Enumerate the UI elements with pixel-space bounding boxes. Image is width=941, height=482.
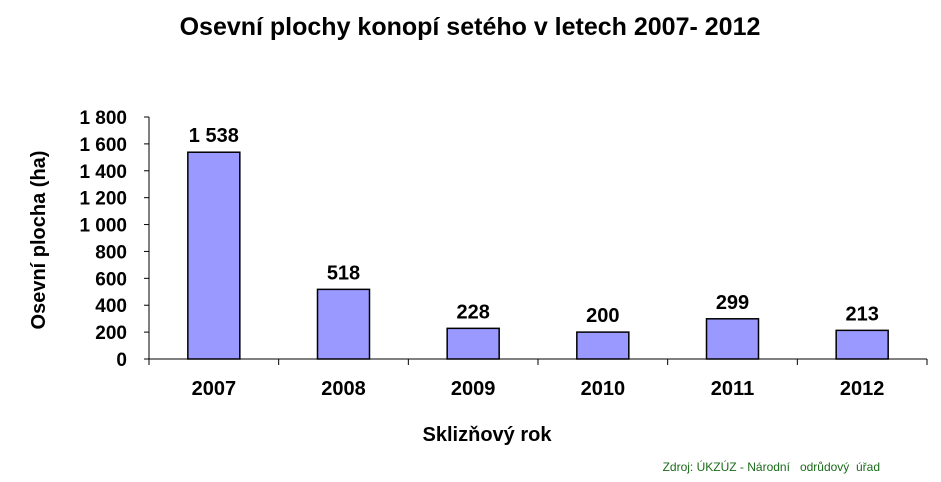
source-note: Zdroj: ÚKZÚZ - Národní odrůdový úřad bbox=[663, 459, 880, 474]
x-tick-label: 2010 bbox=[581, 378, 626, 400]
y-tick-label: 1 200 bbox=[79, 189, 127, 210]
x-tick-label: 2011 bbox=[711, 378, 754, 400]
y-tick-label: 1 400 bbox=[79, 162, 127, 183]
y-tick-label: 1 600 bbox=[79, 135, 127, 156]
data-label-2011: 299 bbox=[716, 292, 749, 314]
data-labels-group: 1 538 518 228 200 299 213 bbox=[189, 125, 879, 327]
data-label-2007: 1 538 bbox=[189, 125, 239, 147]
y-tick-label: 1 000 bbox=[79, 216, 127, 237]
bar-2010 bbox=[576, 331, 630, 360]
y-tick-label: 600 bbox=[95, 269, 127, 290]
x-tick-label: 2008 bbox=[321, 378, 366, 400]
data-label-2009: 228 bbox=[456, 301, 489, 323]
chart-title: Osevní plochy konopí setého v letech 200… bbox=[180, 13, 761, 41]
data-label-2008: 518 bbox=[327, 262, 360, 284]
y-tick-label: 200 bbox=[95, 323, 127, 344]
data-label-2010: 200 bbox=[586, 305, 619, 327]
bar-2008 bbox=[316, 288, 371, 360]
bar-2011 bbox=[705, 318, 760, 360]
bar-2012 bbox=[835, 329, 889, 360]
y-tick-label: 1 800 bbox=[79, 108, 127, 129]
data-label-2012: 213 bbox=[845, 303, 878, 325]
bars-group bbox=[187, 151, 889, 360]
y-axis: 0 200 400 600 800 1 000 1 200 1 400 1 600 1 800 bbox=[79, 108, 150, 371]
x-axis: 2007 2008 2009 2010 2011 2012 bbox=[148, 358, 928, 400]
x-tick-label: 2007 bbox=[192, 378, 237, 400]
y-tick-label: 400 bbox=[95, 296, 127, 317]
bar-2007 bbox=[187, 151, 241, 360]
y-tick-label: 800 bbox=[95, 242, 127, 263]
bar-2009 bbox=[446, 327, 500, 360]
y-tick-label: 0 bbox=[116, 350, 127, 371]
y-axis-title: Osevní plocha (ha) bbox=[28, 151, 50, 330]
x-axis-title: Sklizňový rok bbox=[423, 424, 553, 446]
x-tick-label: 2009 bbox=[451, 378, 496, 400]
x-tick-label: 2012 bbox=[840, 378, 885, 400]
